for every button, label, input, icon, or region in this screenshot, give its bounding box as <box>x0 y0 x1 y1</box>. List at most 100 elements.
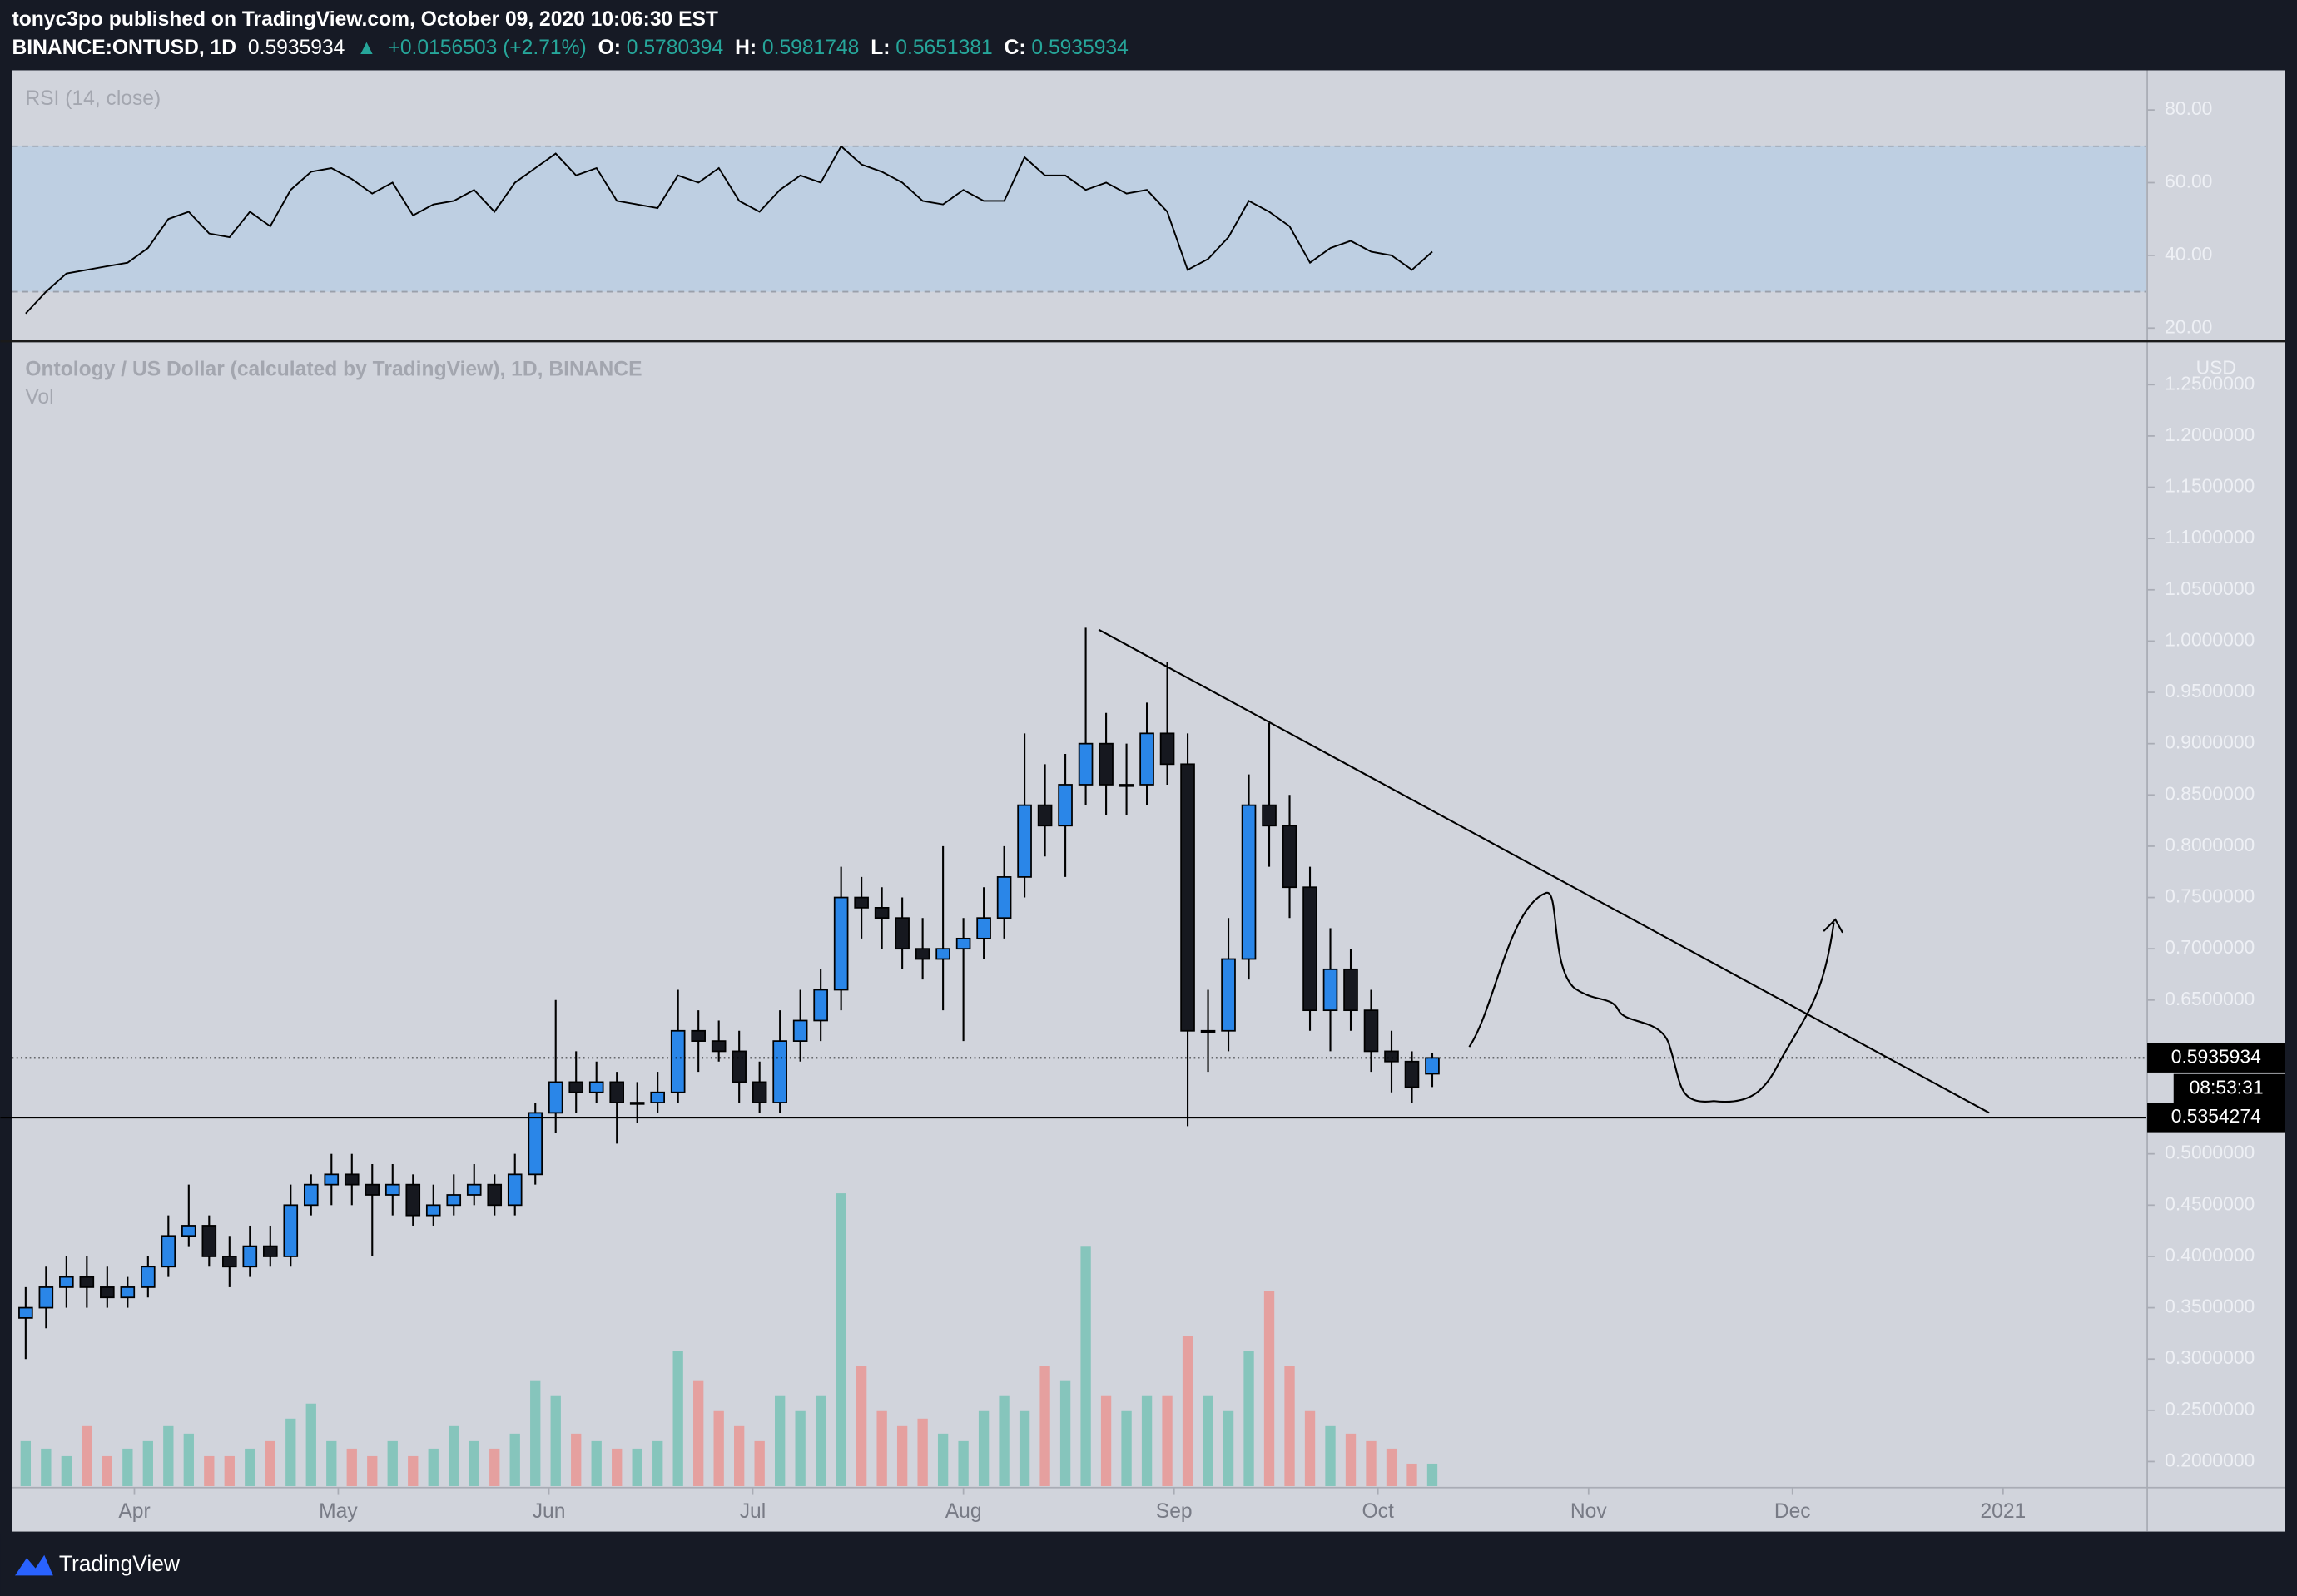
candle-body <box>283 1204 299 1257</box>
volume-bar <box>61 1455 72 1487</box>
x-tick-label: Apr <box>118 1500 150 1523</box>
projection-arrow <box>1823 918 1843 934</box>
volume-bar <box>1019 1410 1030 1487</box>
y-tick-label: 0.4000000 <box>2165 1244 2255 1266</box>
symbol-line: BINANCE:ONTUSD, 1D 0.5935934 ▲ +0.015650… <box>12 37 1129 59</box>
candle-body <box>874 906 890 919</box>
candle-body <box>466 1183 482 1196</box>
volume-bar <box>591 1440 602 1487</box>
volume-bar <box>734 1425 745 1487</box>
logo-icon <box>15 1554 53 1576</box>
x-tick-label: Jun <box>533 1500 566 1523</box>
y-tick-label: 80.00 <box>2165 97 2212 119</box>
candle-body <box>324 1173 340 1186</box>
symbol: BINANCE:ONTUSD, 1D <box>12 37 237 59</box>
brand: TradingView <box>59 1551 181 1576</box>
volume-bar <box>245 1448 255 1487</box>
y-tick-label: 0.8500000 <box>2165 782 2255 804</box>
x-tick-label: 2021 <box>1980 1500 2026 1523</box>
candle-body <box>18 1306 33 1319</box>
y-tick-label: 0.2500000 <box>2165 1398 2255 1420</box>
candle-body <box>691 1029 706 1042</box>
high-value: 0.5981748 <box>762 37 859 59</box>
candle-body <box>181 1225 196 1237</box>
x-tick-label: May <box>319 1500 358 1523</box>
volume-bar <box>1325 1425 1336 1487</box>
candle-body <box>242 1245 258 1268</box>
x-tick-label: Aug <box>945 1500 982 1523</box>
change-arrow: ▲ <box>356 37 376 59</box>
chart-area <box>12 70 2285 1532</box>
y-tick-label: 0.7000000 <box>2165 936 2255 958</box>
x-tick-label: Nov <box>1570 1500 1607 1523</box>
volume-bar <box>550 1395 561 1487</box>
y-tick-label: 1.2500000 <box>2165 372 2255 394</box>
candle-body <box>201 1225 217 1257</box>
candle-body <box>507 1173 523 1207</box>
volume-bar <box>285 1418 296 1487</box>
volume-bar <box>896 1425 908 1487</box>
volume-bar <box>1406 1463 1417 1487</box>
candle-body <box>1159 732 1175 766</box>
candle-body <box>752 1081 767 1103</box>
candle-body <box>262 1245 278 1257</box>
volume-bar <box>1080 1246 1091 1487</box>
volume-bar <box>20 1440 32 1487</box>
volume-bar <box>428 1448 439 1487</box>
y-tick-label: 1.1500000 <box>2165 475 2255 497</box>
volume-bar <box>1203 1395 1213 1487</box>
volume-bar <box>509 1433 520 1487</box>
candle-body <box>365 1183 380 1196</box>
volume-bar <box>693 1380 704 1487</box>
candle-body <box>1180 763 1195 1032</box>
candle-body <box>161 1235 176 1268</box>
volume-bar <box>571 1433 582 1487</box>
volume-bar <box>795 1410 806 1487</box>
candle-body <box>935 948 950 960</box>
last-price: 0.5935934 <box>248 37 345 59</box>
candle-body <box>996 876 1012 919</box>
candle-body <box>1425 1057 1440 1075</box>
volume-bar <box>387 1440 398 1487</box>
support-tag-label: 0.5354274 <box>2171 1105 2261 1127</box>
low-label: L: <box>871 37 890 59</box>
volume-bar <box>632 1448 642 1487</box>
candle-body <box>1119 784 1134 787</box>
volume-bar <box>1284 1366 1295 1487</box>
candle-body <box>1058 784 1073 827</box>
candle-body <box>38 1286 54 1309</box>
candle-body <box>650 1091 665 1103</box>
volume-bar <box>1182 1336 1193 1487</box>
candle-body <box>711 1040 727 1053</box>
y-tick-label: 20.00 <box>2165 315 2212 337</box>
volume-bar <box>142 1440 153 1487</box>
x-tick-label: Jul <box>740 1500 766 1523</box>
candle-body <box>772 1040 787 1103</box>
candle-body <box>895 917 910 950</box>
candle-body <box>1322 968 1338 1012</box>
y-tick-label: 0.3000000 <box>2165 1346 2255 1368</box>
volume-bar <box>775 1395 786 1487</box>
candle-body <box>1282 825 1297 889</box>
candle-body <box>1302 886 1317 1012</box>
volume-bar <box>1121 1410 1132 1487</box>
volume-bar <box>815 1395 826 1487</box>
y-tick-label: 0.2000000 <box>2165 1449 2255 1470</box>
candle-body <box>344 1173 360 1186</box>
candle-body <box>303 1183 319 1207</box>
candle-body <box>588 1081 604 1093</box>
volume-bar <box>183 1433 194 1487</box>
x-tick-label: Dec <box>1774 1500 1811 1523</box>
main-legend: Ontology / US Dollar (calculated by Trad… <box>25 359 642 381</box>
volume-bar <box>265 1440 275 1487</box>
y-tick-label: 1.0500000 <box>2165 577 2255 599</box>
rsi-legend: RSI (14, close) <box>25 87 161 110</box>
candle-body <box>1017 804 1032 878</box>
y-tick-label: 0.8000000 <box>2165 834 2255 855</box>
candle-body <box>1241 804 1257 960</box>
y-tick-label: 0.7500000 <box>2165 885 2255 907</box>
candle-body <box>548 1081 563 1114</box>
volume-bar <box>1345 1433 1357 1487</box>
y-tick-label: 0.4500000 <box>2165 1192 2255 1214</box>
